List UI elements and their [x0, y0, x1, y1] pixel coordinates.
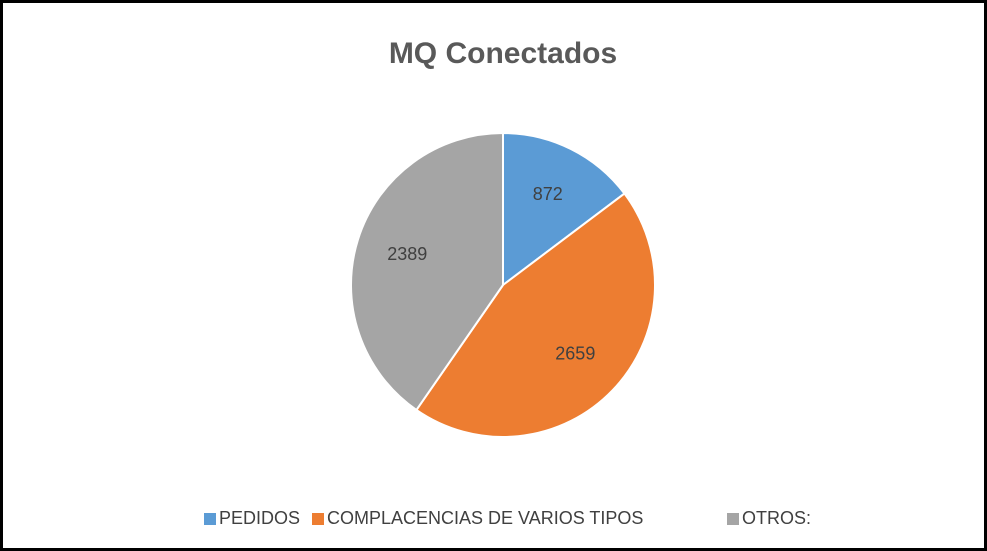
chart-title: MQ Conectados [389, 37, 617, 70]
pie-slice [350, 131, 504, 412]
pie-slice [415, 192, 656, 439]
data-label: 2389 [387, 244, 427, 264]
data-label: 2659 [555, 343, 595, 363]
legend-label: PEDIDOS [219, 508, 300, 528]
legend-swatch [204, 513, 216, 525]
legend-swatch [727, 513, 739, 525]
legend-label: OTROS: [742, 508, 811, 528]
legend-swatch [312, 513, 324, 525]
legend-label: COMPLACENCIAS DE VARIOS TIPOS [327, 508, 643, 528]
data-label: 872 [533, 184, 563, 204]
pie-slice [502, 131, 626, 288]
